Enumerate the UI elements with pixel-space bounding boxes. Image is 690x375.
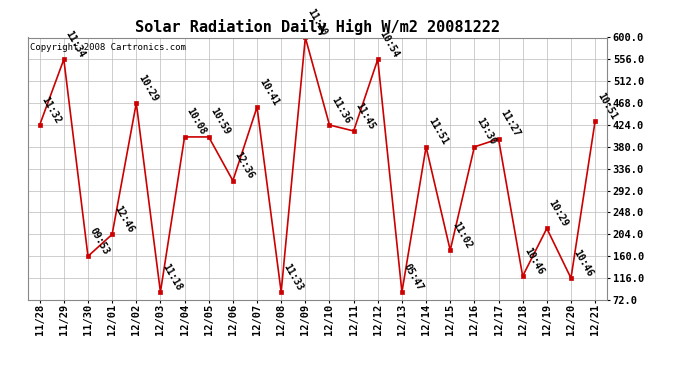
Text: 10:08: 10:08 <box>184 106 208 137</box>
Text: 09:53: 09:53 <box>88 226 111 256</box>
Text: 12:36: 12:36 <box>233 150 256 181</box>
Text: 13:30: 13:30 <box>475 116 497 147</box>
Text: 10:51: 10:51 <box>595 91 618 121</box>
Text: 10:46: 10:46 <box>571 248 594 278</box>
Text: 11:32: 11:32 <box>39 94 63 125</box>
Text: Copyright 2008 Cartronics.com: Copyright 2008 Cartronics.com <box>30 43 186 52</box>
Text: 10:59: 10:59 <box>208 106 232 137</box>
Text: 12:46: 12:46 <box>112 204 135 234</box>
Text: 10:46: 10:46 <box>523 246 546 276</box>
Text: 11:51: 11:51 <box>426 116 449 147</box>
Text: 11:20: 11:20 <box>305 7 328 38</box>
Text: 11:36: 11:36 <box>330 94 353 125</box>
Text: 11:27: 11:27 <box>498 108 522 139</box>
Title: Solar Radiation Daily High W/m2 20081222: Solar Radiation Daily High W/m2 20081222 <box>135 19 500 35</box>
Text: 05:47: 05:47 <box>402 262 425 292</box>
Text: 11:33: 11:33 <box>282 262 304 292</box>
Text: 10:41: 10:41 <box>257 76 280 107</box>
Text: 10:29: 10:29 <box>546 198 570 228</box>
Text: 10:29: 10:29 <box>136 73 159 103</box>
Text: 11:45: 11:45 <box>353 100 377 131</box>
Text: 10:54: 10:54 <box>378 29 401 59</box>
Text: 11:18: 11:18 <box>160 262 184 292</box>
Text: 11:34: 11:34 <box>63 29 87 59</box>
Text: 11:02: 11:02 <box>450 220 473 250</box>
